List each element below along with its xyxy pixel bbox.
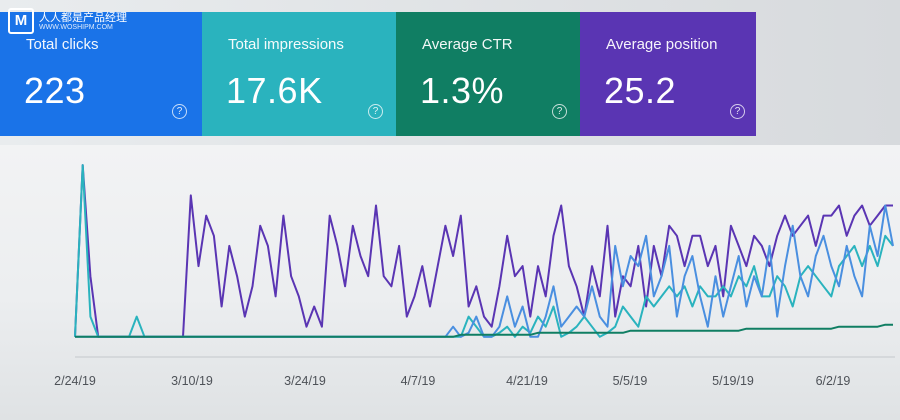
average-ctr-label: Average CTR bbox=[422, 36, 513, 53]
performance-chart[interactable]: 2/24/19 3/10/19 3/24/19 4/7/19 4/21/19 5/5/19… bbox=[0, 145, 900, 420]
average-ctr-card[interactable]: Average CTR 1.3% ? bbox=[396, 12, 580, 136]
total-clicks-card[interactable]: Total clicks 223 ? bbox=[0, 12, 202, 136]
logo-mark-icon: M bbox=[8, 8, 34, 34]
x-tick-label: 5/19/19 bbox=[712, 374, 754, 388]
total-impressions-label: Total impressions bbox=[228, 36, 344, 53]
x-tick-layer: 2/24/19 3/10/19 3/24/19 4/7/19 4/21/19 5/5/19… bbox=[54, 374, 850, 388]
x-tick-label: 3/24/19 bbox=[284, 374, 326, 388]
chart-background bbox=[0, 145, 900, 420]
x-tick-label: 5/5/19 bbox=[613, 374, 648, 388]
help-icon[interactable]: ? bbox=[552, 104, 567, 119]
average-position-value: 25.2 bbox=[604, 70, 677, 111]
series-layer bbox=[74, 164, 894, 338]
total-impressions-value: 17.6K bbox=[226, 70, 323, 111]
average-position-label: Average position bbox=[606, 36, 718, 53]
total-impressions-card[interactable]: Total impressions 17.6K ? bbox=[202, 12, 396, 136]
help-icon[interactable]: ? bbox=[730, 104, 745, 119]
total-clicks-label: Total clicks bbox=[26, 36, 99, 53]
x-tick-label: 3/10/19 bbox=[171, 374, 213, 388]
series-line-4 bbox=[75, 323, 893, 338]
logo-name: 人人都是产品经理 bbox=[39, 11, 127, 24]
help-icon[interactable]: ? bbox=[172, 104, 187, 119]
watermark-logo: M 人人都是产品经理 WWW.WOSHIPM.COM bbox=[8, 6, 127, 36]
logo-url: WWW.WOSHIPM.COM bbox=[39, 23, 113, 31]
average-ctr-value: 1.3% bbox=[420, 70, 505, 111]
average-position-card[interactable]: Average position 25.2 ? bbox=[580, 12, 756, 136]
x-tick-label: 4/21/19 bbox=[506, 374, 548, 388]
x-tick-label: 6/2/19 bbox=[816, 374, 851, 388]
x-tick-label: 2/24/19 bbox=[54, 374, 96, 388]
x-tick-label: 4/7/19 bbox=[401, 374, 436, 388]
series-line-1 bbox=[74, 164, 893, 338]
help-icon[interactable]: ? bbox=[368, 104, 383, 119]
total-clicks-value: 223 bbox=[24, 70, 86, 111]
